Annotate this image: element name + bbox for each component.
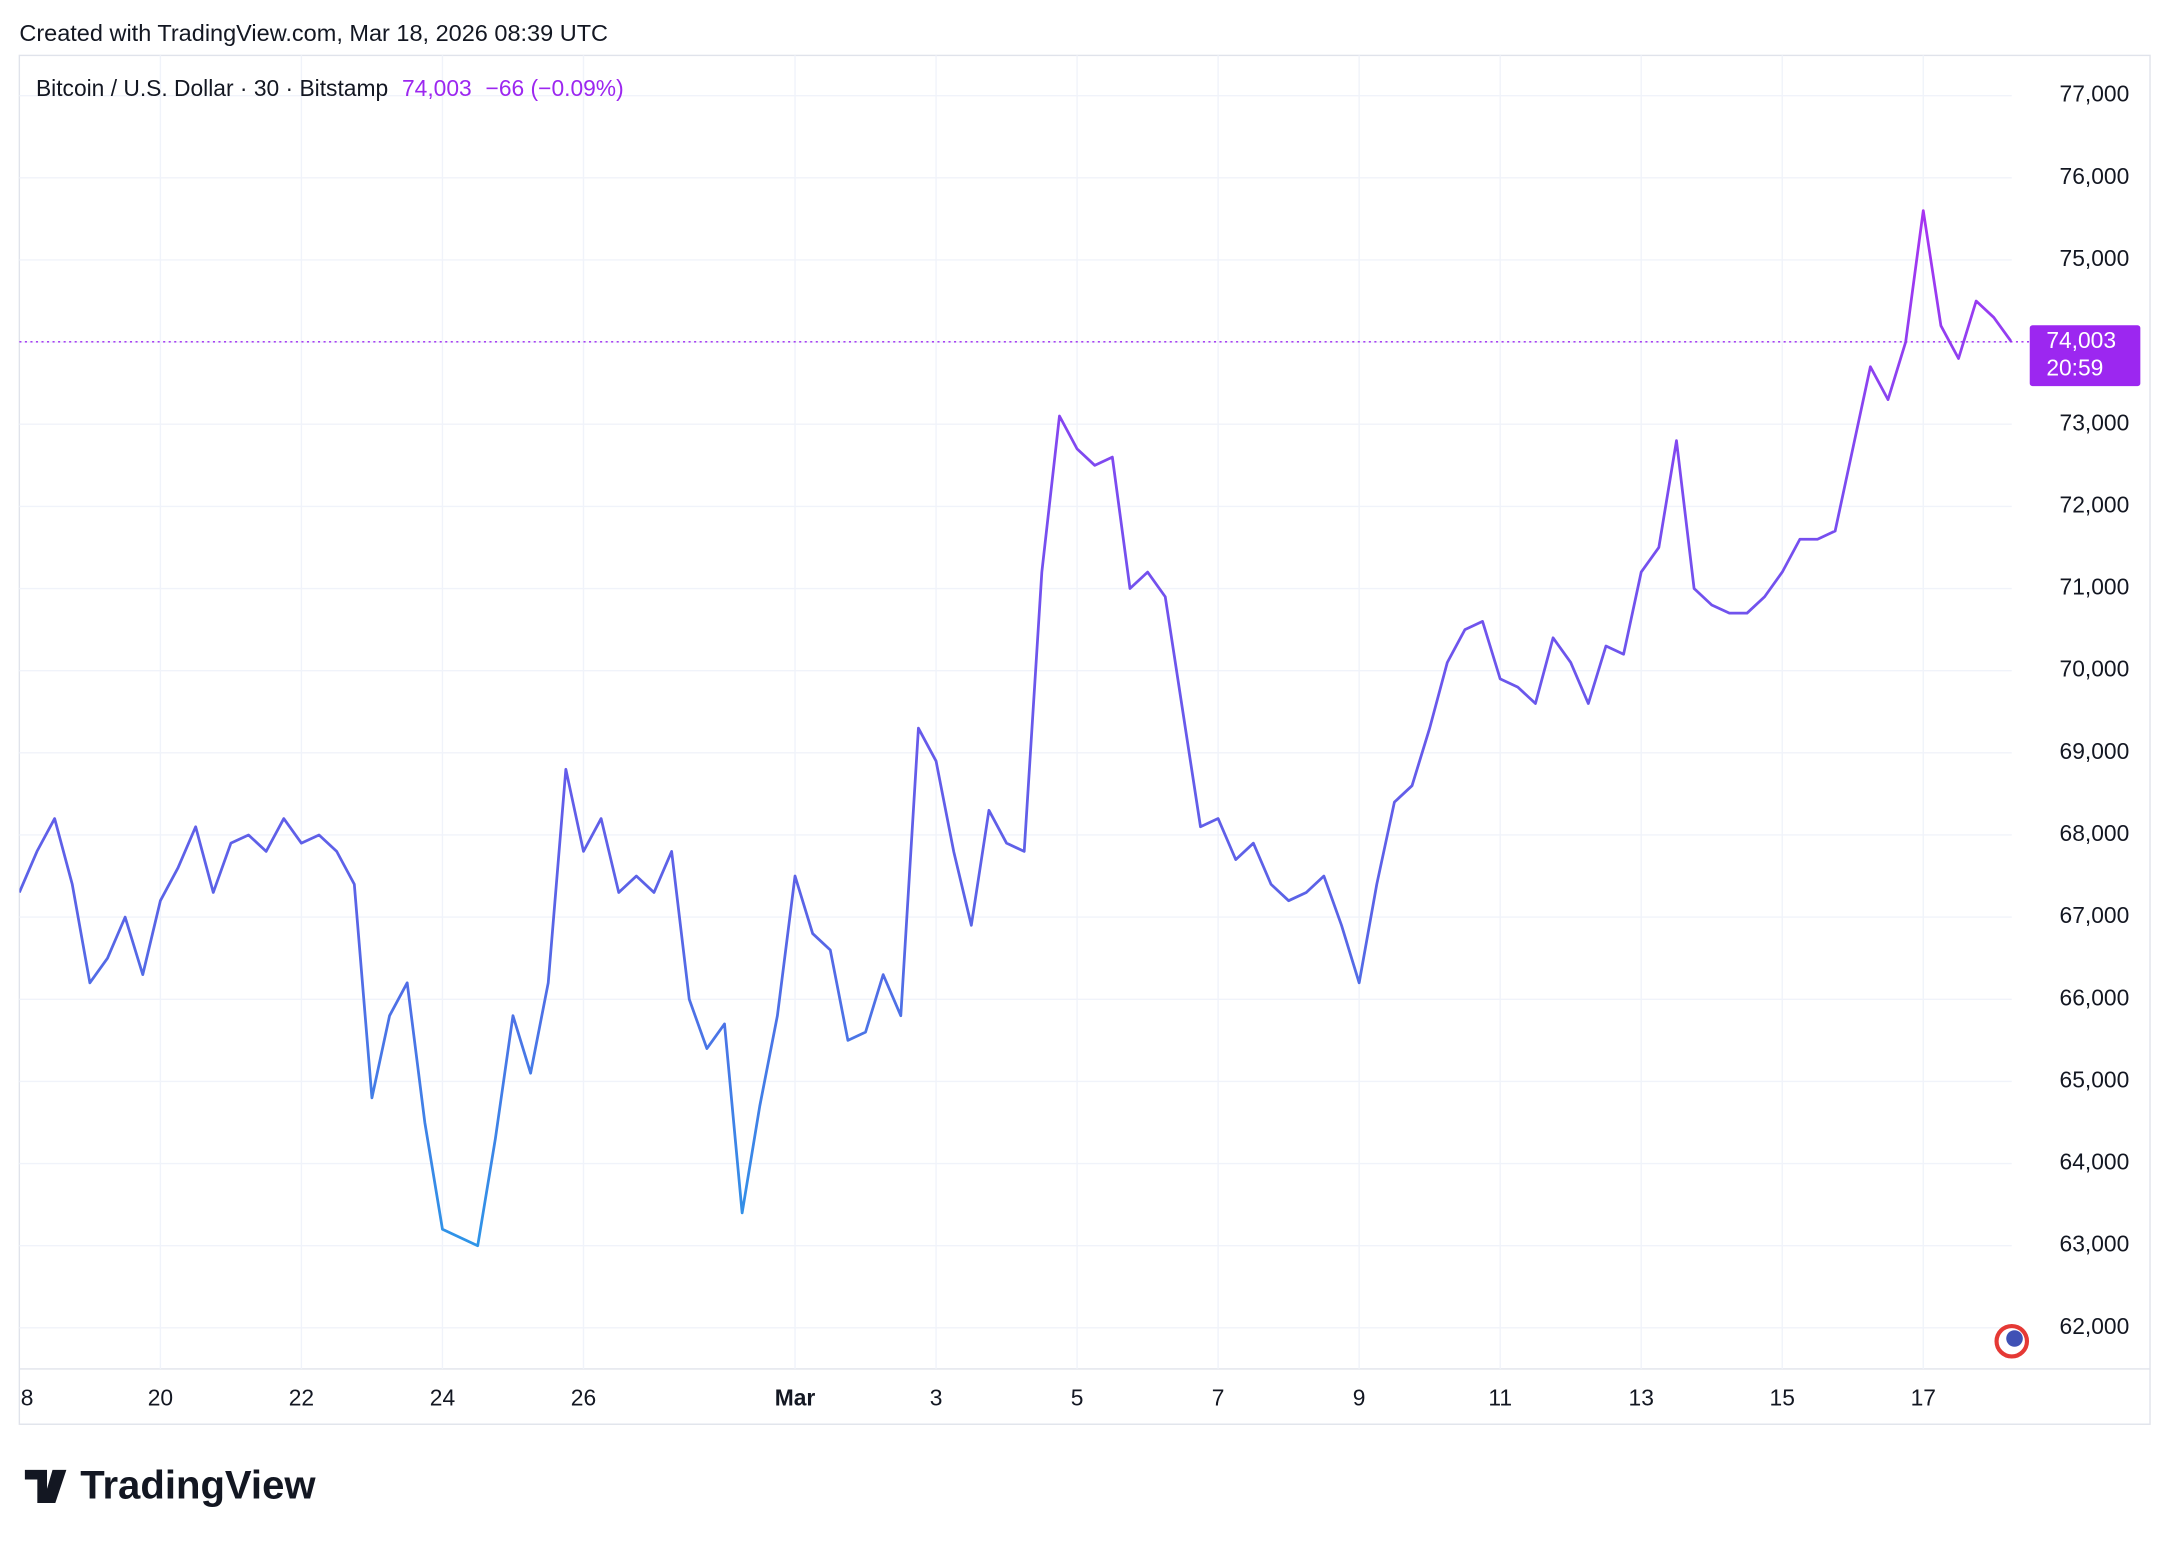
y-tick-label: 69,000 xyxy=(2060,738,2130,764)
countdown: 20:59 xyxy=(2046,355,2103,381)
x-tick-label: 24 xyxy=(430,1384,456,1410)
pane-border xyxy=(18,54,2151,1425)
y-tick-label: 65,000 xyxy=(2060,1066,2130,1092)
created-caption: Created with TradingView.com, Mar 18, 20… xyxy=(19,20,608,46)
x-tick-label: 8 xyxy=(21,1384,34,1410)
y-tick-label: 68,000 xyxy=(2060,820,2130,846)
x-tick-label: 3 xyxy=(930,1384,943,1410)
last-price-badge-value: 74,003 xyxy=(2046,327,2116,353)
y-tick-label: 63,000 xyxy=(2060,1231,2130,1257)
y-tick-label: 67,000 xyxy=(2060,902,2130,928)
y-tick-label: 73,000 xyxy=(2060,409,2130,435)
y-tick-label: 62,000 xyxy=(2060,1313,2130,1339)
logo-icon xyxy=(24,1469,67,1504)
y-tick-label: 71,000 xyxy=(2060,574,2130,600)
x-tick-label: 5 xyxy=(1071,1384,1084,1410)
y-tick-label: 66,000 xyxy=(2060,984,2130,1010)
last-price: 74,003 xyxy=(402,75,472,101)
symbol-name: Bitcoin / U.S. Dollar · 30 · Bitstamp xyxy=(36,75,388,101)
last-price-badge xyxy=(2029,325,2141,387)
y-tick-label: 72,000 xyxy=(2060,491,2130,517)
price-line xyxy=(19,209,2012,1248)
x-tick-label: 7 xyxy=(1212,1384,1225,1410)
x-tick-label: 13 xyxy=(1629,1384,1654,1410)
symbol-legend: Bitcoin / U.S. Dollar · 30 · Bitstamp 74,… xyxy=(36,75,624,101)
x-tick-label: 15 xyxy=(1770,1384,1795,1410)
brand-logo: TradingView xyxy=(24,1463,316,1507)
x-tick-label: 17 xyxy=(1911,1384,1936,1410)
x-tick-label: 20 xyxy=(148,1384,173,1410)
brand-name: TradingView xyxy=(80,1463,316,1507)
x-tick-label: 22 xyxy=(289,1384,314,1410)
x-tick-label: 26 xyxy=(571,1384,596,1410)
y-tick-label: 75,000 xyxy=(2060,245,2130,271)
x-tick-label: 11 xyxy=(1488,1384,1512,1410)
x-tick-label: 9 xyxy=(1353,1384,1366,1410)
y-tick-label: 77,000 xyxy=(2060,81,2130,107)
y-tick-label: 76,000 xyxy=(2060,163,2130,189)
x-tick-label: Mar xyxy=(775,1384,816,1410)
corner-icon xyxy=(1994,1323,2030,1359)
y-tick-label: 64,000 xyxy=(2060,1149,2130,1175)
price-change: −66 (−0.09%) xyxy=(486,75,624,101)
y-tick-label: 70,000 xyxy=(2060,656,2130,682)
